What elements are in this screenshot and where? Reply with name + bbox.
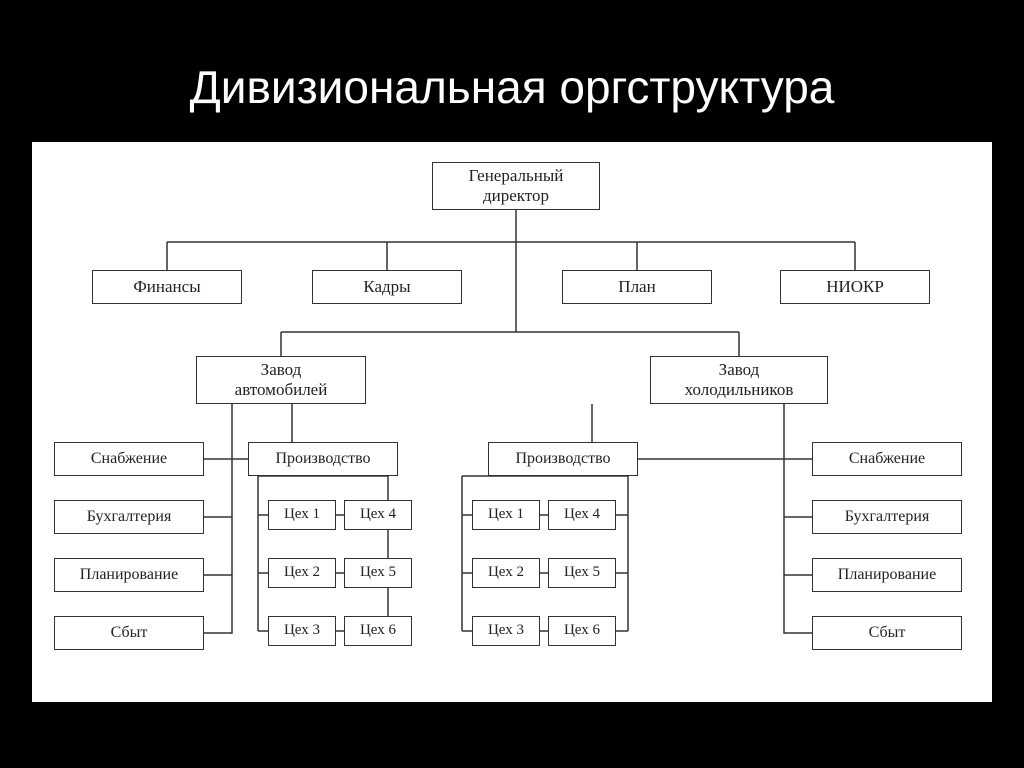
org-node-b_plan: Планирование [812, 558, 962, 592]
org-node-a_c2: Цех 2 [268, 558, 336, 588]
org-node-fin: Финансы [92, 270, 242, 304]
org-node-zavA: Заводавтомобилей [196, 356, 366, 404]
org-edge [204, 517, 232, 575]
slide: Дивизиональная оргструктура Генеральныйд… [0, 0, 1024, 768]
org-node-b_prod: Производство [488, 442, 638, 476]
org-node-kadry: Кадры [312, 270, 462, 304]
org-node-a_c6: Цех 6 [344, 616, 412, 646]
org-node-b_buh: Бухгалтерия [812, 500, 962, 534]
diagram-canvas: Генеральныйдиректор Финансы Кадры План НИОКР… [32, 142, 992, 702]
org-node-b_snab: Снабжение [812, 442, 962, 476]
org-node-b_c1: Цех 1 [472, 500, 540, 530]
org-edge [204, 459, 232, 517]
org-node-b_sbyt: Сбыт [812, 616, 962, 650]
org-node-b_c4: Цех 4 [548, 500, 616, 530]
org-edge [204, 575, 232, 633]
org-node-zavB: Заводхолодильников [650, 356, 828, 404]
org-node-a_c1: Цех 1 [268, 500, 336, 530]
org-node-a_sbyt: Сбыт [54, 616, 204, 650]
org-node-plan: План [562, 270, 712, 304]
org-edge [784, 517, 812, 575]
org-node-a_c4: Цех 4 [344, 500, 412, 530]
org-node-a_buh: Бухгалтерия [54, 500, 204, 534]
org-node-a_prod: Производство [248, 442, 398, 476]
org-node-b_c5: Цех 5 [548, 558, 616, 588]
org-node-a_c3: Цех 3 [268, 616, 336, 646]
org-edge [784, 575, 812, 633]
org-node-root: Генеральныйдиректор [432, 162, 600, 210]
org-node-a_plan: Планирование [54, 558, 204, 592]
org-node-niokr: НИОКР [780, 270, 930, 304]
org-node-b_c2: Цех 2 [472, 558, 540, 588]
org-edge [784, 459, 812, 517]
org-node-a_snab: Снабжение [54, 442, 204, 476]
slide-title: Дивизиональная оргструктура [0, 60, 1024, 114]
org-node-b_c3: Цех 3 [472, 616, 540, 646]
org-node-a_c5: Цех 5 [344, 558, 412, 588]
org-node-b_c6: Цех 6 [548, 616, 616, 646]
